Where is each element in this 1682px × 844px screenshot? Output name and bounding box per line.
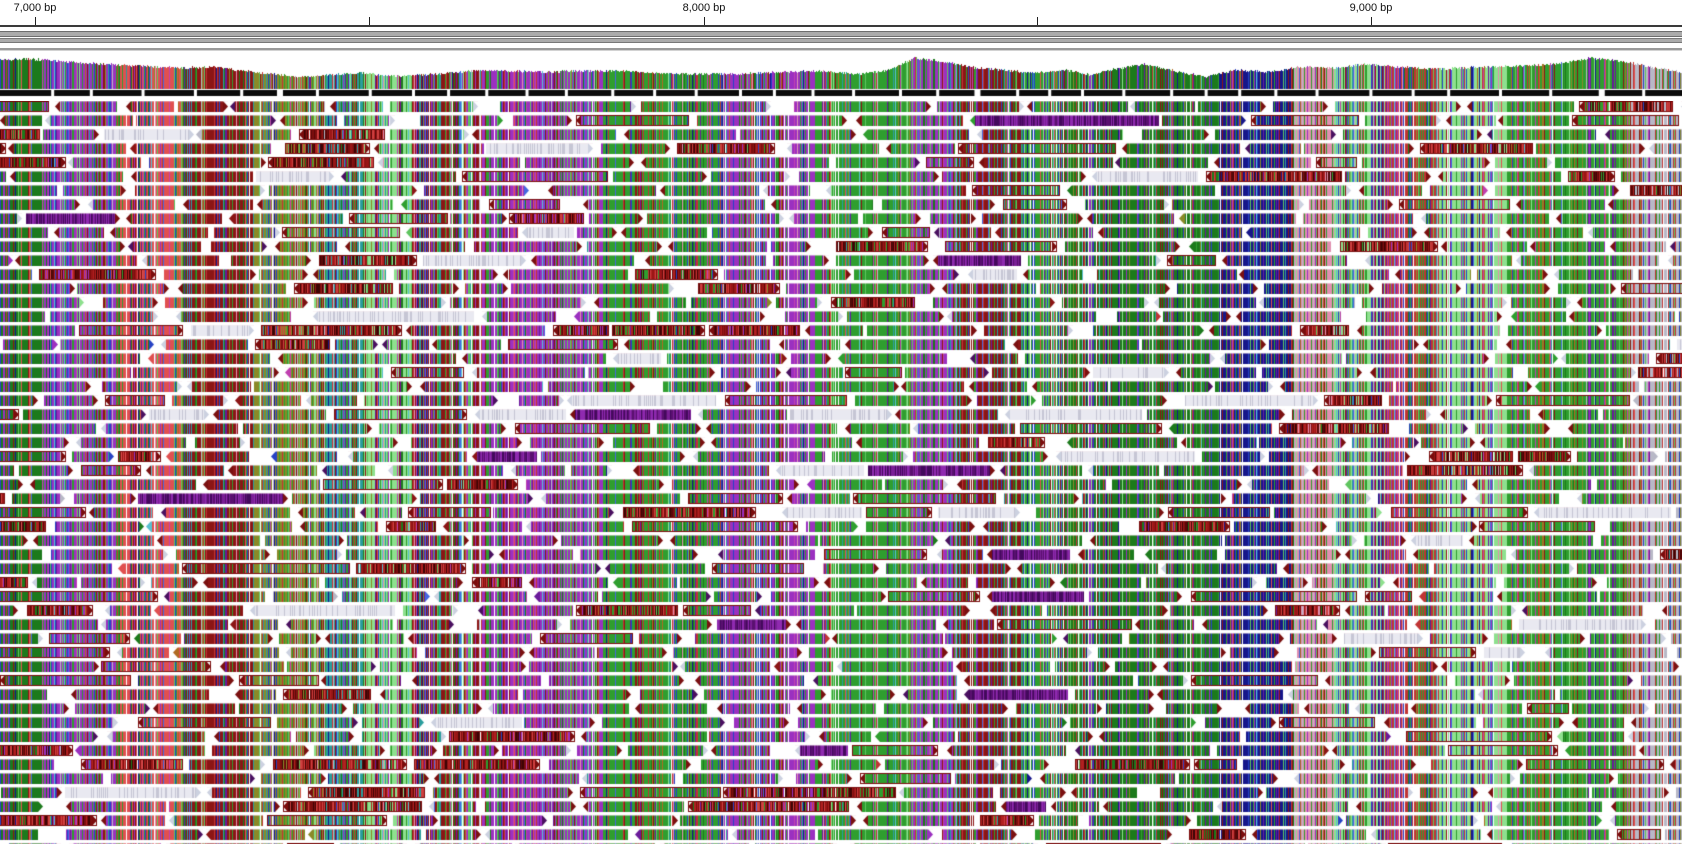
ruler-label: 8,000 bp: [682, 2, 726, 14]
ruler-tick: [1371, 17, 1372, 25]
panel-divider-lower[interactable]: [0, 38, 1682, 43]
panel-divider-upper[interactable]: [0, 31, 1682, 37]
ruler-minor-tick: [1037, 17, 1038, 25]
ruler[interactable]: 7,000 bp 8,000 bp 9,000 bp: [0, 0, 1682, 27]
ruler-label: 9,000 bp: [1349, 2, 1393, 14]
ruler-tick: [704, 17, 705, 25]
ruler-label: 7,000 bp: [13, 2, 57, 14]
ruler-border-line: [0, 25, 1682, 27]
coverage-track-canvas[interactable]: [0, 55, 1682, 97]
ruler-tick: [35, 17, 36, 25]
alignment-track-canvas[interactable]: [0, 101, 1682, 844]
ruler-minor-tick: [369, 17, 370, 25]
track-separator-line[interactable]: [0, 48, 1682, 51]
